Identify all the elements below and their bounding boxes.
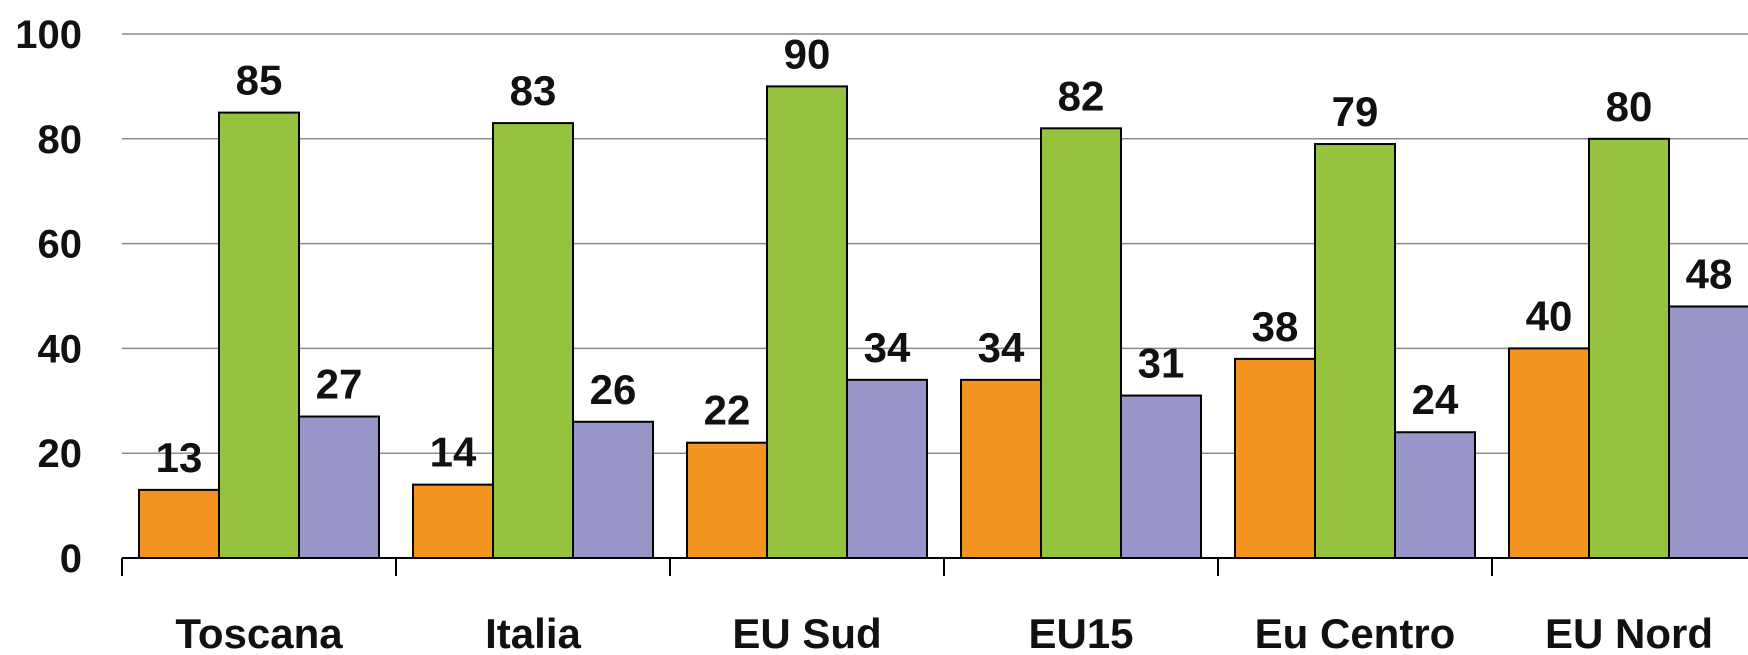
data-label: 90 xyxy=(784,30,831,77)
category-label: Eu Centro xyxy=(1255,610,1456,655)
bar-series-1 xyxy=(1234,357,1316,559)
bar-series-2 xyxy=(1040,127,1122,559)
data-label: 31 xyxy=(1138,340,1185,387)
category-label: Toscana xyxy=(175,610,343,655)
data-label: 79 xyxy=(1332,88,1379,135)
bar-series-3 xyxy=(1668,305,1748,560)
category-label: Italia xyxy=(485,610,581,655)
bar-series-1 xyxy=(1508,347,1590,559)
bar-series-2 xyxy=(766,85,848,560)
bar-series-2 xyxy=(1314,143,1396,559)
bar-series-2 xyxy=(218,111,300,559)
category-label: EU Nord xyxy=(1545,610,1713,655)
bar-series-1 xyxy=(412,483,494,560)
gridlines xyxy=(122,33,1748,454)
data-label: 85 xyxy=(236,57,283,104)
bar-series-3 xyxy=(572,420,654,560)
bar-series-3 xyxy=(1120,394,1202,559)
data-label: 83 xyxy=(510,67,557,114)
category-label: EU Sud xyxy=(732,610,881,655)
y-tick-label: 60 xyxy=(38,223,83,267)
data-label: 82 xyxy=(1058,72,1105,119)
data-label: 13 xyxy=(156,434,203,481)
data-label: 80 xyxy=(1606,83,1653,130)
data-label: 27 xyxy=(316,361,363,408)
x-axis-category-labels: Toscana Italia EU Sud EU15 Eu Centro EU Nord xyxy=(175,610,1713,655)
y-tick-label: 20 xyxy=(38,432,83,476)
data-label: 22 xyxy=(704,387,751,434)
data-labels: 13 85 27 14 83 26 22 90 34 34 82 31 38 79 24 40 80 48 xyxy=(156,30,1733,480)
bar-series-3 xyxy=(1394,431,1476,559)
bar-series-1 xyxy=(138,488,220,560)
bar-series-3 xyxy=(298,415,380,559)
data-label: 34 xyxy=(978,324,1025,371)
y-tick-label: 100 xyxy=(15,13,82,57)
data-label: 26 xyxy=(590,366,637,413)
data-label: 38 xyxy=(1252,303,1299,350)
bar-series-3 xyxy=(846,378,928,559)
y-tick-label: 0 xyxy=(60,537,82,581)
data-label: 48 xyxy=(1686,250,1733,297)
data-label: 40 xyxy=(1526,292,1573,339)
y-axis-tick-labels: 0 20 40 60 80 100 xyxy=(15,13,82,581)
bar-series-2 xyxy=(1588,137,1670,560)
bar-series-1 xyxy=(686,441,768,559)
category-label: EU15 xyxy=(1028,610,1133,655)
y-tick-label: 40 xyxy=(38,327,83,371)
x-axis xyxy=(121,557,1748,576)
data-label: 14 xyxy=(430,429,477,476)
data-label: 24 xyxy=(1412,376,1459,423)
bar-series-2 xyxy=(492,122,574,560)
data-label: 34 xyxy=(864,324,911,371)
bar-series-1 xyxy=(960,378,1042,559)
bars xyxy=(138,85,1748,560)
y-tick-label: 80 xyxy=(38,118,83,162)
